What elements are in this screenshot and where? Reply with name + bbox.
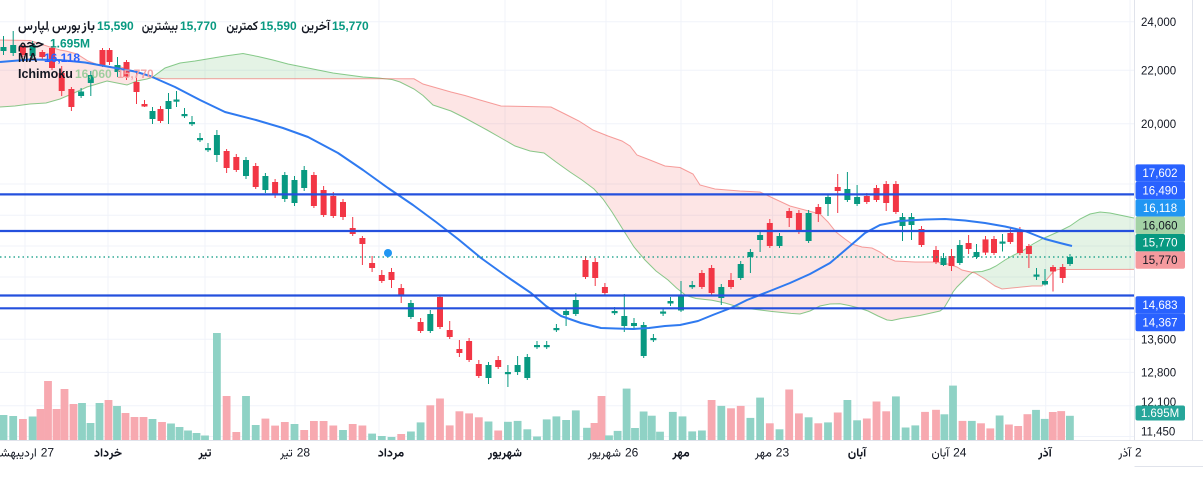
svg-text:27: 27 <box>41 446 55 460</box>
svg-text:15,590: 15,590 <box>97 19 134 33</box>
svg-text:15,770: 15,770 <box>180 19 217 33</box>
svg-text:20,000: 20,000 <box>1141 119 1176 131</box>
svg-text:17,602: 17,602 <box>1142 168 1177 180</box>
svg-text:12,800: 12,800 <box>1141 367 1176 379</box>
svg-text:15,770: 15,770 <box>1142 238 1177 250</box>
svg-text:1.695M: 1.695M <box>1141 408 1179 420</box>
svg-text:26: 26 <box>625 446 639 460</box>
svg-text:15,770: 15,770 <box>332 19 369 33</box>
svg-text:2: 2 <box>1135 446 1142 460</box>
svg-text:15,770: 15,770 <box>1142 255 1177 267</box>
svg-text:Ichimoku: Ichimoku <box>18 67 73 81</box>
svg-text:28: 28 <box>297 446 311 460</box>
svg-text:13,600: 13,600 <box>1141 334 1176 346</box>
svg-text:16,490: 16,490 <box>1142 186 1177 198</box>
svg-text:MA: MA <box>18 51 37 65</box>
svg-text:16,060: 16,060 <box>1142 220 1177 232</box>
svg-text:16,118: 16,118 <box>1143 203 1177 215</box>
svg-text:23: 23 <box>776 446 790 460</box>
svg-text:11,450: 11,450 <box>1141 427 1175 439</box>
svg-text:,: , <box>47 19 50 33</box>
svg-text:15,590: 15,590 <box>260 19 297 33</box>
svg-text:22,000: 22,000 <box>1141 65 1176 77</box>
svg-text:16,118: 16,118 <box>44 51 80 65</box>
svg-text:14,683: 14,683 <box>1142 300 1177 312</box>
svg-text:24: 24 <box>953 446 967 460</box>
svg-text:16,060: 16,060 <box>75 67 112 81</box>
svg-text:14,367: 14,367 <box>1142 318 1177 330</box>
svg-text:15,770: 15,770 <box>117 67 154 81</box>
svg-text:24,000: 24,000 <box>1141 17 1176 29</box>
svg-text:1.695M: 1.695M <box>50 37 90 51</box>
